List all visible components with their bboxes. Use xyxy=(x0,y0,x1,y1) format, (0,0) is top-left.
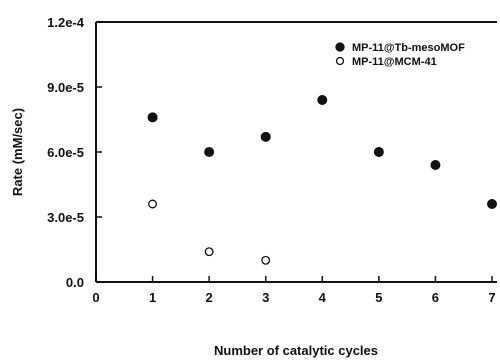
data-point-tb-mesomof xyxy=(487,199,497,209)
y-tick-label: 6.0e-5 xyxy=(47,145,84,160)
x-tick-label: 5 xyxy=(375,290,382,305)
y-tick-label: 0.0 xyxy=(66,275,84,290)
data-point-tb-mesomof xyxy=(373,147,384,157)
x-tick-label: 6 xyxy=(432,290,439,305)
legend-label: MP-11@MCM-41 xyxy=(352,56,437,68)
y-tick-label: 9.0e-5 xyxy=(47,80,84,95)
data-point-mcm-41 xyxy=(204,247,214,257)
legend-label: MP-11@Tb-mesoMOF xyxy=(352,42,465,54)
y-axis-title: Rate (mM/sec) xyxy=(10,108,25,196)
x-axis-title: Number of catalytic cycles xyxy=(214,343,378,358)
x-tick-label: 0 xyxy=(92,290,99,305)
x-tick-label: 4 xyxy=(319,290,327,305)
data-point-tb-mesomof xyxy=(430,160,441,170)
y-ticks: 0.0 3.0e-5 6.0e-5 9.0e-5 1.2e-4 xyxy=(47,15,102,290)
x-tick-label: 3 xyxy=(262,290,269,305)
data-point-tb-mesomof xyxy=(260,131,271,142)
legend-marker xyxy=(335,42,345,52)
x-ticks: 0 1 2 3 4 5 6 7 xyxy=(92,276,496,305)
axes xyxy=(95,21,497,283)
data-points xyxy=(147,95,497,265)
x-tick-label: 7 xyxy=(488,290,495,305)
data-point-tb-mesomof xyxy=(147,112,158,123)
y-tick-label: 3.0e-5 xyxy=(47,210,84,225)
data-point-tb-mesomof xyxy=(204,147,215,157)
legend-marker xyxy=(335,56,345,66)
data-point-tb-mesomof xyxy=(317,95,328,105)
y-tick-label: 1.2e-4 xyxy=(47,15,85,30)
data-point-mcm-41 xyxy=(148,199,158,209)
data-point-mcm-41 xyxy=(261,255,271,265)
x-tick-label: 1 xyxy=(149,290,156,305)
x-tick-label: 2 xyxy=(206,290,213,305)
legend: MP-11@Tb-mesoMOF MP-11@MCM-41 xyxy=(335,42,465,68)
